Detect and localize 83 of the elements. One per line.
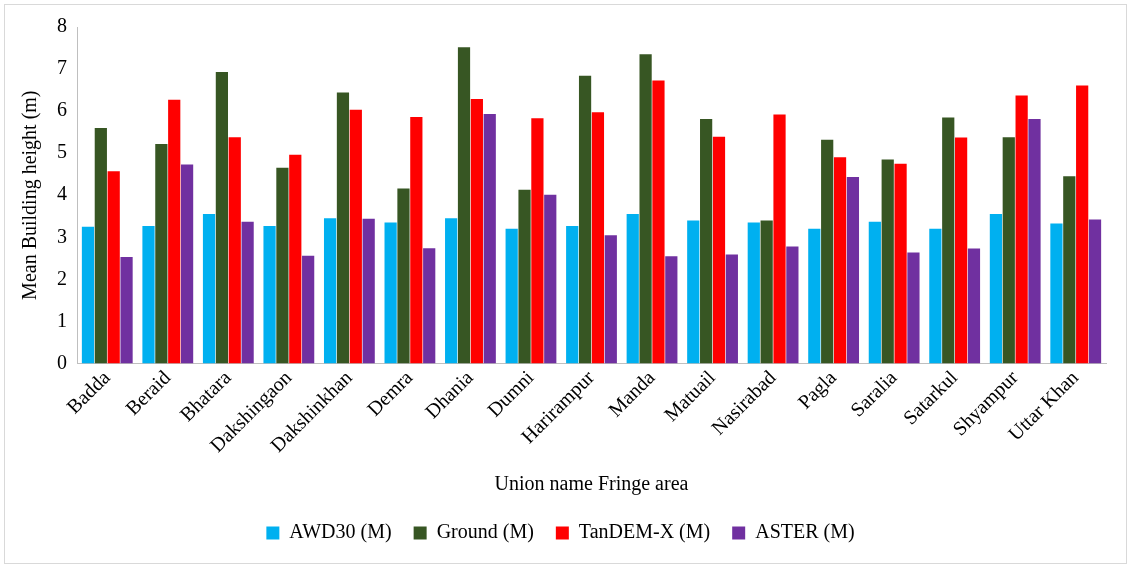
bar (276, 167, 289, 364)
bar (180, 164, 194, 364)
bar (1015, 95, 1028, 364)
bar (289, 154, 302, 364)
bar (868, 221, 881, 364)
bar (833, 157, 847, 364)
bar (483, 114, 496, 364)
bar (107, 171, 120, 364)
bar (881, 159, 894, 364)
bar (652, 80, 665, 364)
bar (747, 222, 760, 364)
bar (942, 117, 955, 364)
bar (518, 189, 531, 364)
bar (700, 119, 713, 364)
x-axis-title: Union name Fringe area (494, 472, 689, 496)
bar (1002, 137, 1015, 364)
bar (687, 220, 700, 364)
bar (1028, 119, 1041, 364)
bar (168, 99, 181, 364)
bar (626, 214, 639, 364)
bar (302, 255, 315, 364)
bar (1063, 176, 1076, 364)
bar (907, 252, 920, 364)
bar (1050, 223, 1063, 364)
bar (1088, 219, 1102, 364)
bar (397, 188, 410, 364)
bar (263, 225, 276, 364)
bar (967, 248, 981, 364)
bar (639, 54, 652, 364)
bar (604, 235, 617, 364)
bar (81, 226, 95, 364)
bar (323, 218, 337, 364)
bar (215, 71, 228, 364)
bar (725, 254, 738, 364)
bar (423, 248, 436, 364)
legend-label: Ground (M) (436, 520, 534, 544)
y-tick-label: 7 (57, 56, 67, 79)
y-tick-label: 0 (57, 350, 67, 373)
bar (773, 114, 786, 364)
bar (228, 137, 241, 364)
bar (94, 127, 107, 364)
bar (457, 47, 471, 364)
bar (155, 143, 168, 364)
bar (470, 98, 483, 364)
bar (760, 220, 773, 364)
bar (929, 228, 942, 364)
bar (846, 177, 860, 364)
y-tick-label: 2 (57, 266, 67, 289)
bar (505, 228, 518, 364)
bar (202, 214, 216, 364)
y-tick-label: 4 (57, 182, 67, 205)
bar (578, 75, 592, 364)
bar (384, 222, 397, 364)
bar (894, 163, 907, 364)
bar (591, 112, 605, 364)
bar (362, 218, 375, 364)
bar (712, 136, 726, 364)
legend-label: TanDEM-X (M) (578, 520, 711, 544)
y-tick-label: 8 (57, 14, 67, 37)
bar (336, 92, 350, 364)
bar (120, 257, 133, 364)
bar (544, 194, 557, 364)
bar (821, 139, 834, 364)
bar (786, 246, 799, 364)
y-tick-label: 3 (57, 224, 67, 247)
y-tick-label: 1 (57, 308, 67, 331)
bar (445, 218, 458, 364)
y-tick-label: 6 (57, 98, 67, 121)
bar (531, 118, 544, 364)
bar (808, 228, 821, 364)
bar (241, 221, 254, 364)
bar (989, 214, 1003, 364)
bar (142, 225, 155, 364)
legend-label: ASTER (M) (755, 520, 855, 544)
legend-label: AWD30 (M) (289, 520, 392, 544)
bar (349, 109, 362, 364)
y-tick-label: 5 (57, 140, 67, 163)
bar (955, 137, 968, 364)
bar (410, 116, 423, 364)
bar (665, 256, 678, 364)
bar (566, 225, 579, 364)
y-axis-title: Mean Building height (m) (18, 90, 42, 300)
bar (1076, 85, 1089, 364)
